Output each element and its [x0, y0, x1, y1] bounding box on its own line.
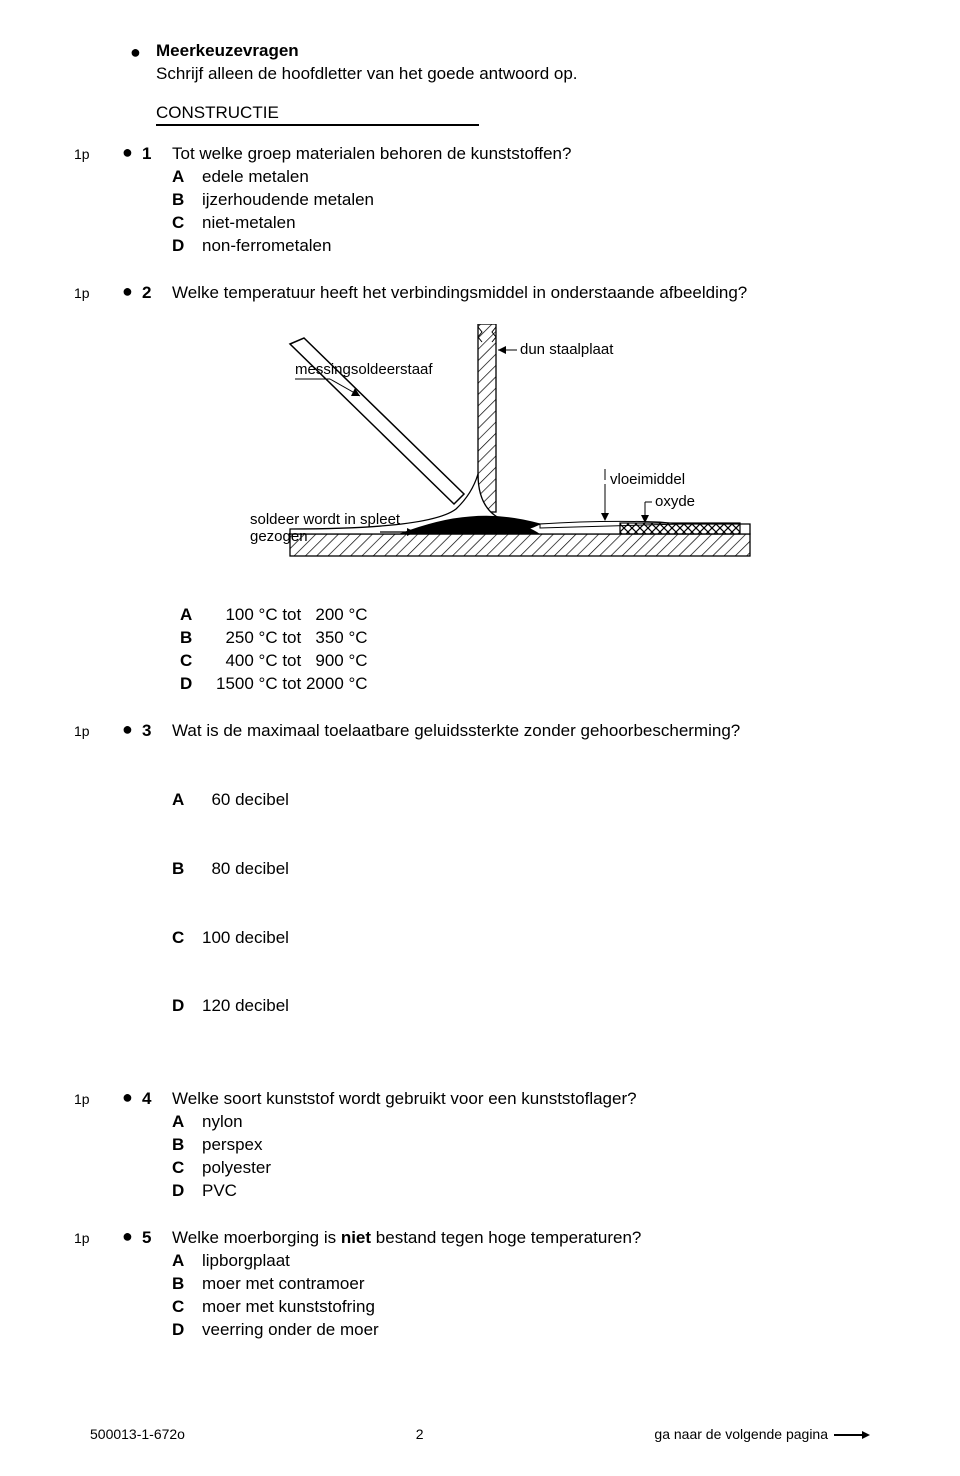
- option-letter: A: [172, 166, 202, 189]
- footer-center: 2: [416, 1425, 424, 1444]
- option-text: niet-metalen: [202, 212, 296, 235]
- page: ● Meerkeuzevragen Schrijf alleen de hoof…: [0, 0, 960, 1476]
- option-text: moer met kunststofring: [202, 1296, 375, 1319]
- question-body: Wat is de maximaal toelaatbare geluidsst…: [172, 720, 870, 1064]
- option-letter: C: [172, 212, 202, 235]
- option-text: non-ferrometalen: [202, 235, 331, 258]
- label-messing: messingsoldeerstaaf: [295, 361, 433, 378]
- option-letter: A: [172, 789, 202, 812]
- section-title: CONSTRUCTIE: [156, 103, 479, 126]
- section-header: CONSTRUCTIE: [156, 102, 870, 125]
- label-vloeimiddel: vloeimiddel: [610, 471, 685, 488]
- option-text: edele metalen: [202, 166, 309, 189]
- option-text: 80 decibel: [202, 858, 289, 881]
- arrow-icon: [834, 1430, 870, 1440]
- option-letter: C: [172, 927, 202, 950]
- option-text: perspex: [202, 1134, 262, 1157]
- base-plate: [290, 534, 750, 556]
- option-text: polyester: [202, 1157, 271, 1180]
- option-text: 1500 °C tot 2000 °C: [216, 673, 368, 696]
- intro-block: ● Meerkeuzevragen Schrijf alleen de hoof…: [130, 40, 870, 86]
- question-text: Welke temperatuur heeft het verbindingsm…: [172, 282, 870, 305]
- label-soldeer-line2: gezogen: [250, 528, 308, 545]
- option-letter: C: [172, 1157, 202, 1180]
- points-label: 1p: [74, 282, 122, 303]
- intro-title: Meerkeuzevragen: [156, 40, 578, 63]
- option-letter: A: [172, 1111, 202, 1134]
- points-label: 1p: [74, 720, 122, 741]
- question-1: 1p ● 1 Tot welke groep materialen behore…: [130, 143, 870, 258]
- question-number: 1: [142, 143, 172, 166]
- question-number: 5: [142, 1227, 172, 1250]
- soldering-diagram: messingsoldeerstaaf dun staalplaat vloei…: [220, 324, 780, 584]
- intro-subtitle: Schrijf alleen de hoofdletter van het go…: [156, 63, 578, 86]
- footer-right: ga naar de volgende pagina: [654, 1425, 870, 1444]
- option-letter: A: [172, 1250, 202, 1273]
- question-body: Welke moerborging is niet bestand tegen …: [172, 1227, 870, 1342]
- bullet-icon: ●: [122, 720, 142, 740]
- page-footer: 500013-1-672o 2 ga naar de volgende pagi…: [90, 1425, 870, 1444]
- question-number: 3: [142, 720, 172, 743]
- label-oxyde: oxyde: [655, 493, 695, 510]
- footer-left: 500013-1-672o: [90, 1425, 185, 1444]
- option-text: moer met contramoer: [202, 1273, 365, 1296]
- option-text: PVC: [202, 1180, 237, 1203]
- question-number: 2: [142, 282, 172, 305]
- question-body: Welke temperatuur heeft het verbindingsm…: [172, 282, 870, 305]
- option-text: lipborgplaat: [202, 1250, 290, 1273]
- question-text: Tot welke groep materialen behoren de ku…: [172, 143, 870, 166]
- label-staalplaat: dun staalplaat: [520, 341, 614, 358]
- question-body: Tot welke groep materialen behoren de ku…: [172, 143, 870, 258]
- bullet-icon: ●: [122, 1227, 142, 1247]
- option-letter: C: [180, 650, 216, 673]
- points-label: 1p: [74, 143, 122, 164]
- bullet-icon: ●: [122, 282, 142, 302]
- option-letter: D: [172, 1319, 202, 1342]
- question-text: Wat is de maximaal toelaatbare geluidsst…: [172, 720, 870, 743]
- label-soldeer-line1: soldeer wordt in spleet: [250, 511, 401, 528]
- question-4: 1p ● 4 Welke soort kunststof wordt gebru…: [130, 1088, 870, 1203]
- question-number: 4: [142, 1088, 172, 1111]
- figure-soldering: messingsoldeerstaaf dun staalplaat vloei…: [130, 324, 870, 584]
- points-label: 1p: [74, 1088, 122, 1109]
- option-text: 60 decibel: [202, 789, 289, 812]
- option-letter: D: [172, 1180, 202, 1203]
- option-text: veerring onder de moer: [202, 1319, 379, 1342]
- intro-bullet: ●: [130, 40, 156, 86]
- option-letter: D: [172, 995, 202, 1018]
- option-letter: D: [172, 235, 202, 258]
- option-letter: B: [172, 858, 202, 881]
- bullet-icon: ●: [122, 1088, 142, 1108]
- option-text: 120 decibel: [202, 995, 289, 1018]
- option-letter: C: [172, 1296, 202, 1319]
- question-text: Welke moerborging is niet bestand tegen …: [172, 1227, 870, 1250]
- question-2-options: A 100 °C tot 200 °C B 250 °C tot 350 °C …: [180, 604, 870, 696]
- points-label: 1p: [74, 1227, 122, 1248]
- option-letter: B: [180, 627, 216, 650]
- option-letter: D: [180, 673, 216, 696]
- question-body: Welke soort kunststof wordt gebruikt voo…: [172, 1088, 870, 1203]
- oxide-region: [620, 523, 740, 534]
- option-text: 100 °C tot 200 °C: [216, 604, 368, 627]
- footer-right-text: ga naar de volgende pagina: [654, 1425, 828, 1444]
- option-letter: B: [172, 189, 202, 212]
- option-letter: A: [180, 604, 216, 627]
- option-text: 400 °C tot 900 °C: [216, 650, 368, 673]
- intro-text: Meerkeuzevragen Schrijf alleen de hoofdl…: [156, 40, 578, 86]
- option-letter: B: [172, 1273, 202, 1296]
- option-text: 100 decibel: [202, 927, 289, 950]
- question-text: Welke soort kunststof wordt gebruikt voo…: [172, 1088, 870, 1111]
- question-2: 1p ● 2 Welke temperatuur heeft het verbi…: [130, 282, 870, 697]
- option-letter: B: [172, 1134, 202, 1157]
- question-5: 1p ● 5 Welke moerborging is niet bestand…: [130, 1227, 870, 1342]
- steel-plate: [476, 324, 500, 512]
- question-3: 1p ● 3 Wat is de maximaal toelaatbare ge…: [130, 720, 870, 1064]
- option-text: 250 °C tot 350 °C: [216, 627, 368, 650]
- bullet-icon: ●: [122, 143, 142, 163]
- option-text: nylon: [202, 1111, 243, 1134]
- option-text: ijzerhoudende metalen: [202, 189, 374, 212]
